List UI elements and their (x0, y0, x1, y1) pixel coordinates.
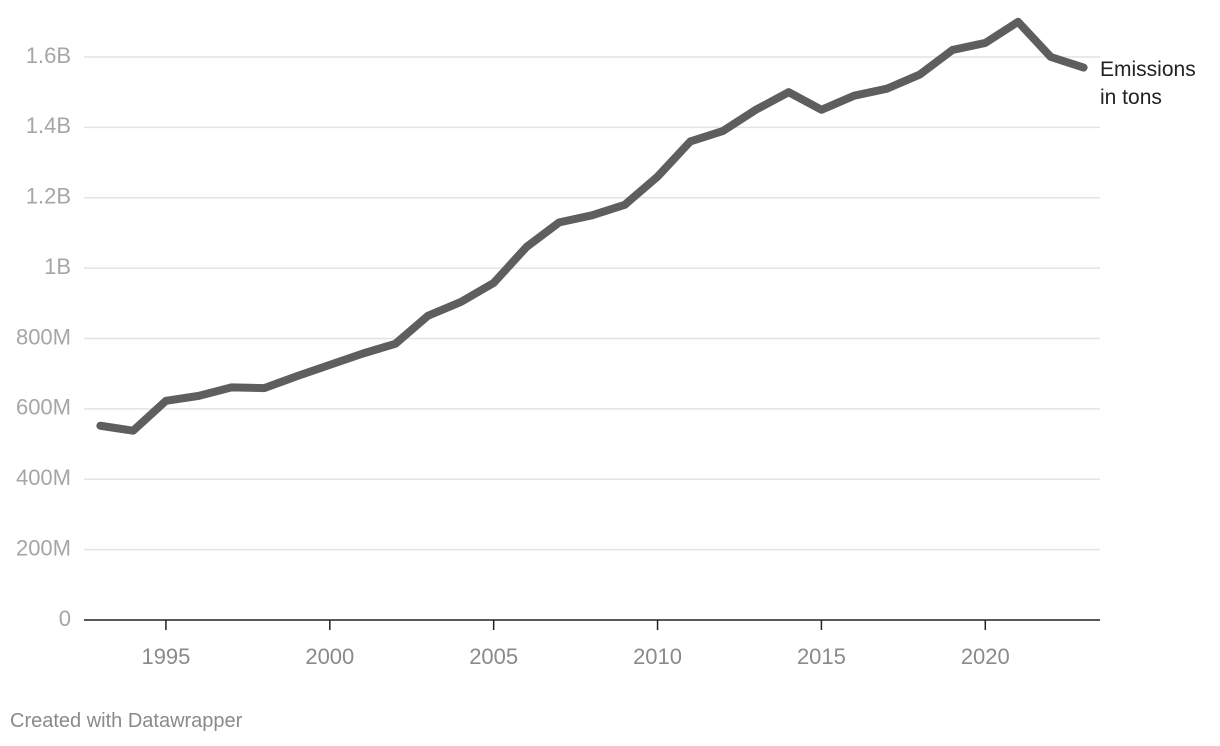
series-label-line: in tons (1100, 86, 1162, 109)
x-tick-label: 2020 (961, 644, 1010, 669)
x-tick-label: 2015 (797, 644, 846, 669)
y-tick-label: 400M (16, 465, 71, 490)
y-tick-label: 200M (16, 535, 71, 560)
series-label-line: Emissions (1100, 58, 1196, 81)
y-tick-label: 600M (16, 395, 71, 420)
y-tick-label: 1.6B (26, 43, 71, 68)
y-tick-label: 1.4B (26, 113, 71, 138)
x-tick-label: 2000 (305, 644, 354, 669)
series-line-emissions (96, 17, 1088, 435)
series-label: Emissions in tons (1100, 58, 1196, 109)
gridlines (84, 56, 1100, 551)
data-points (100, 22, 1083, 431)
x-tick-label: 1995 (141, 644, 190, 669)
x-axis-ticks: 1995 2000 2005 2010 2015 2020 (141, 620, 1010, 669)
y-tick-label: 1B (44, 254, 71, 279)
y-axis-ticks: 0 200M 400M 600M 800M 1B 1.2B 1.4B 1.6B (16, 43, 71, 631)
y-tick-label: 800M (16, 324, 71, 349)
y-tick-label: 0 (59, 606, 71, 631)
y-tick-label: 1.2B (26, 184, 71, 209)
x-tick-label: 2010 (633, 644, 682, 669)
x-tick-label: 2005 (469, 644, 518, 669)
footer-credit: Created with Datawrapper (10, 710, 243, 732)
